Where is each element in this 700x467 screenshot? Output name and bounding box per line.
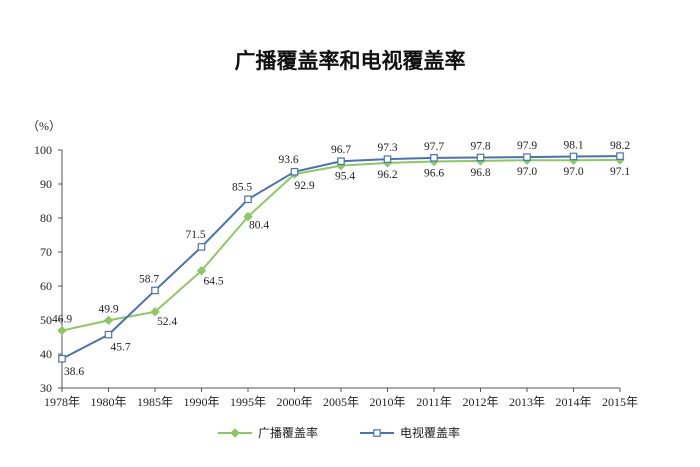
series-layer: 46.9 49.9 52.4 64.5 80.4 92.9 95.4 96.2 96.6 96.8… — [52, 139, 630, 377]
data-point — [523, 153, 531, 161]
data-label: 98.1 — [563, 139, 583, 151]
data-label: 98.2 — [610, 140, 630, 152]
y-tick-label: 80 — [40, 211, 52, 225]
data-label: 38.6 — [64, 366, 84, 378]
data-label: 85.5 — [232, 181, 252, 193]
legend-swatch-marker — [230, 428, 240, 438]
legend-label: 电视覆盖率 — [400, 425, 460, 440]
data-label: 64.5 — [203, 276, 223, 288]
y-tick-label: 50 — [40, 313, 52, 327]
data-point — [58, 354, 66, 363]
x-tick-label: 1980年 — [90, 395, 126, 409]
y-tick-label: 70 — [40, 245, 52, 259]
data-label: 97.1 — [610, 166, 630, 178]
data-label: 92.9 — [294, 180, 314, 192]
x-tick-label: 2012年 — [462, 395, 498, 409]
data-point — [616, 152, 624, 160]
data-label: 97.0 — [517, 166, 537, 178]
legend: 广播覆盖率 电视覆盖率 — [218, 425, 460, 440]
y-axis-unit: （%） — [27, 119, 61, 133]
x-tick-label: 1978年 — [44, 395, 80, 409]
data-point — [383, 155, 392, 163]
data-point — [57, 325, 67, 336]
data-label: 80.4 — [249, 220, 269, 232]
y-tick-label: 100 — [34, 143, 52, 157]
data-point — [197, 243, 206, 251]
x-tick-label: 2014年 — [555, 395, 591, 409]
y-tick-label: 30 — [40, 381, 52, 395]
data-label: 58.7 — [139, 273, 159, 285]
legend-item-radio: 广播覆盖率 — [218, 425, 318, 440]
data-point — [569, 152, 578, 161]
data-label: 97.8 — [470, 140, 490, 152]
data-point — [244, 195, 252, 204]
y-tick-label: 40 — [40, 347, 52, 361]
data-label: 97.3 — [377, 142, 397, 154]
data-point — [104, 330, 113, 339]
x-tick-label: 2011年 — [416, 395, 452, 409]
series-line — [61, 158, 621, 332]
data-label: 97.0 — [563, 166, 583, 178]
data-label: 49.9 — [98, 303, 118, 315]
series-radio-coverage: 46.9 49.9 52.4 64.5 80.4 92.9 95.4 96.2 96.6 96.8… — [52, 155, 630, 336]
chart-title: 广播覆盖率和电视覆盖率 — [235, 48, 466, 73]
legend-label: 广播覆盖率 — [258, 425, 318, 440]
data-point — [196, 265, 207, 276]
data-label: 97.9 — [517, 140, 537, 152]
data-label: 95.4 — [335, 171, 355, 183]
data-label: 93.6 — [278, 154, 298, 166]
data-point — [290, 167, 299, 176]
series-tv-coverage: 38.6 45.7 58.7 71.5 85.5 93.6 96.7 97.3 97.7 97.8… — [58, 139, 630, 378]
data-point — [476, 153, 485, 162]
data-point — [243, 211, 253, 222]
data-point — [103, 315, 114, 326]
data-label: 96.7 — [331, 144, 351, 156]
data-label: 71.5 — [185, 229, 205, 241]
y-tick-label: 60 — [40, 279, 52, 293]
series-line — [61, 155, 621, 360]
data-point — [430, 154, 438, 162]
x-tick-label: 2000年 — [276, 395, 312, 409]
legend-item-tv: 电视覆盖率 — [360, 425, 460, 440]
data-point — [150, 307, 160, 317]
legend-swatch-marker — [373, 429, 381, 437]
data-label: 45.7 — [110, 342, 130, 354]
data-point — [151, 286, 159, 295]
data-label: 46.9 — [52, 314, 72, 326]
data-label: 52.4 — [157, 316, 177, 328]
data-point — [337, 157, 345, 166]
x-tick-label: 1990年 — [183, 395, 219, 409]
axes: 30 40 50 60 70 80 90 100 1978年 1980年 1985年 1990年 199… — [34, 143, 638, 409]
y-tick-label: 90 — [40, 177, 52, 191]
data-label: 96.8 — [470, 167, 490, 179]
x-tick-label: 2010年 — [369, 395, 405, 409]
data-label: 96.6 — [424, 168, 444, 180]
x-tick-label: 1985年 — [137, 395, 173, 409]
data-label: 97.7 — [424, 141, 444, 153]
data-label: 96.2 — [377, 169, 397, 181]
x-tick-label: 2005年 — [323, 395, 359, 409]
x-tick-label: 2015年 — [602, 395, 638, 409]
x-tick-label: 1995年 — [230, 395, 266, 409]
x-tick-label: 2013年 — [509, 395, 545, 409]
